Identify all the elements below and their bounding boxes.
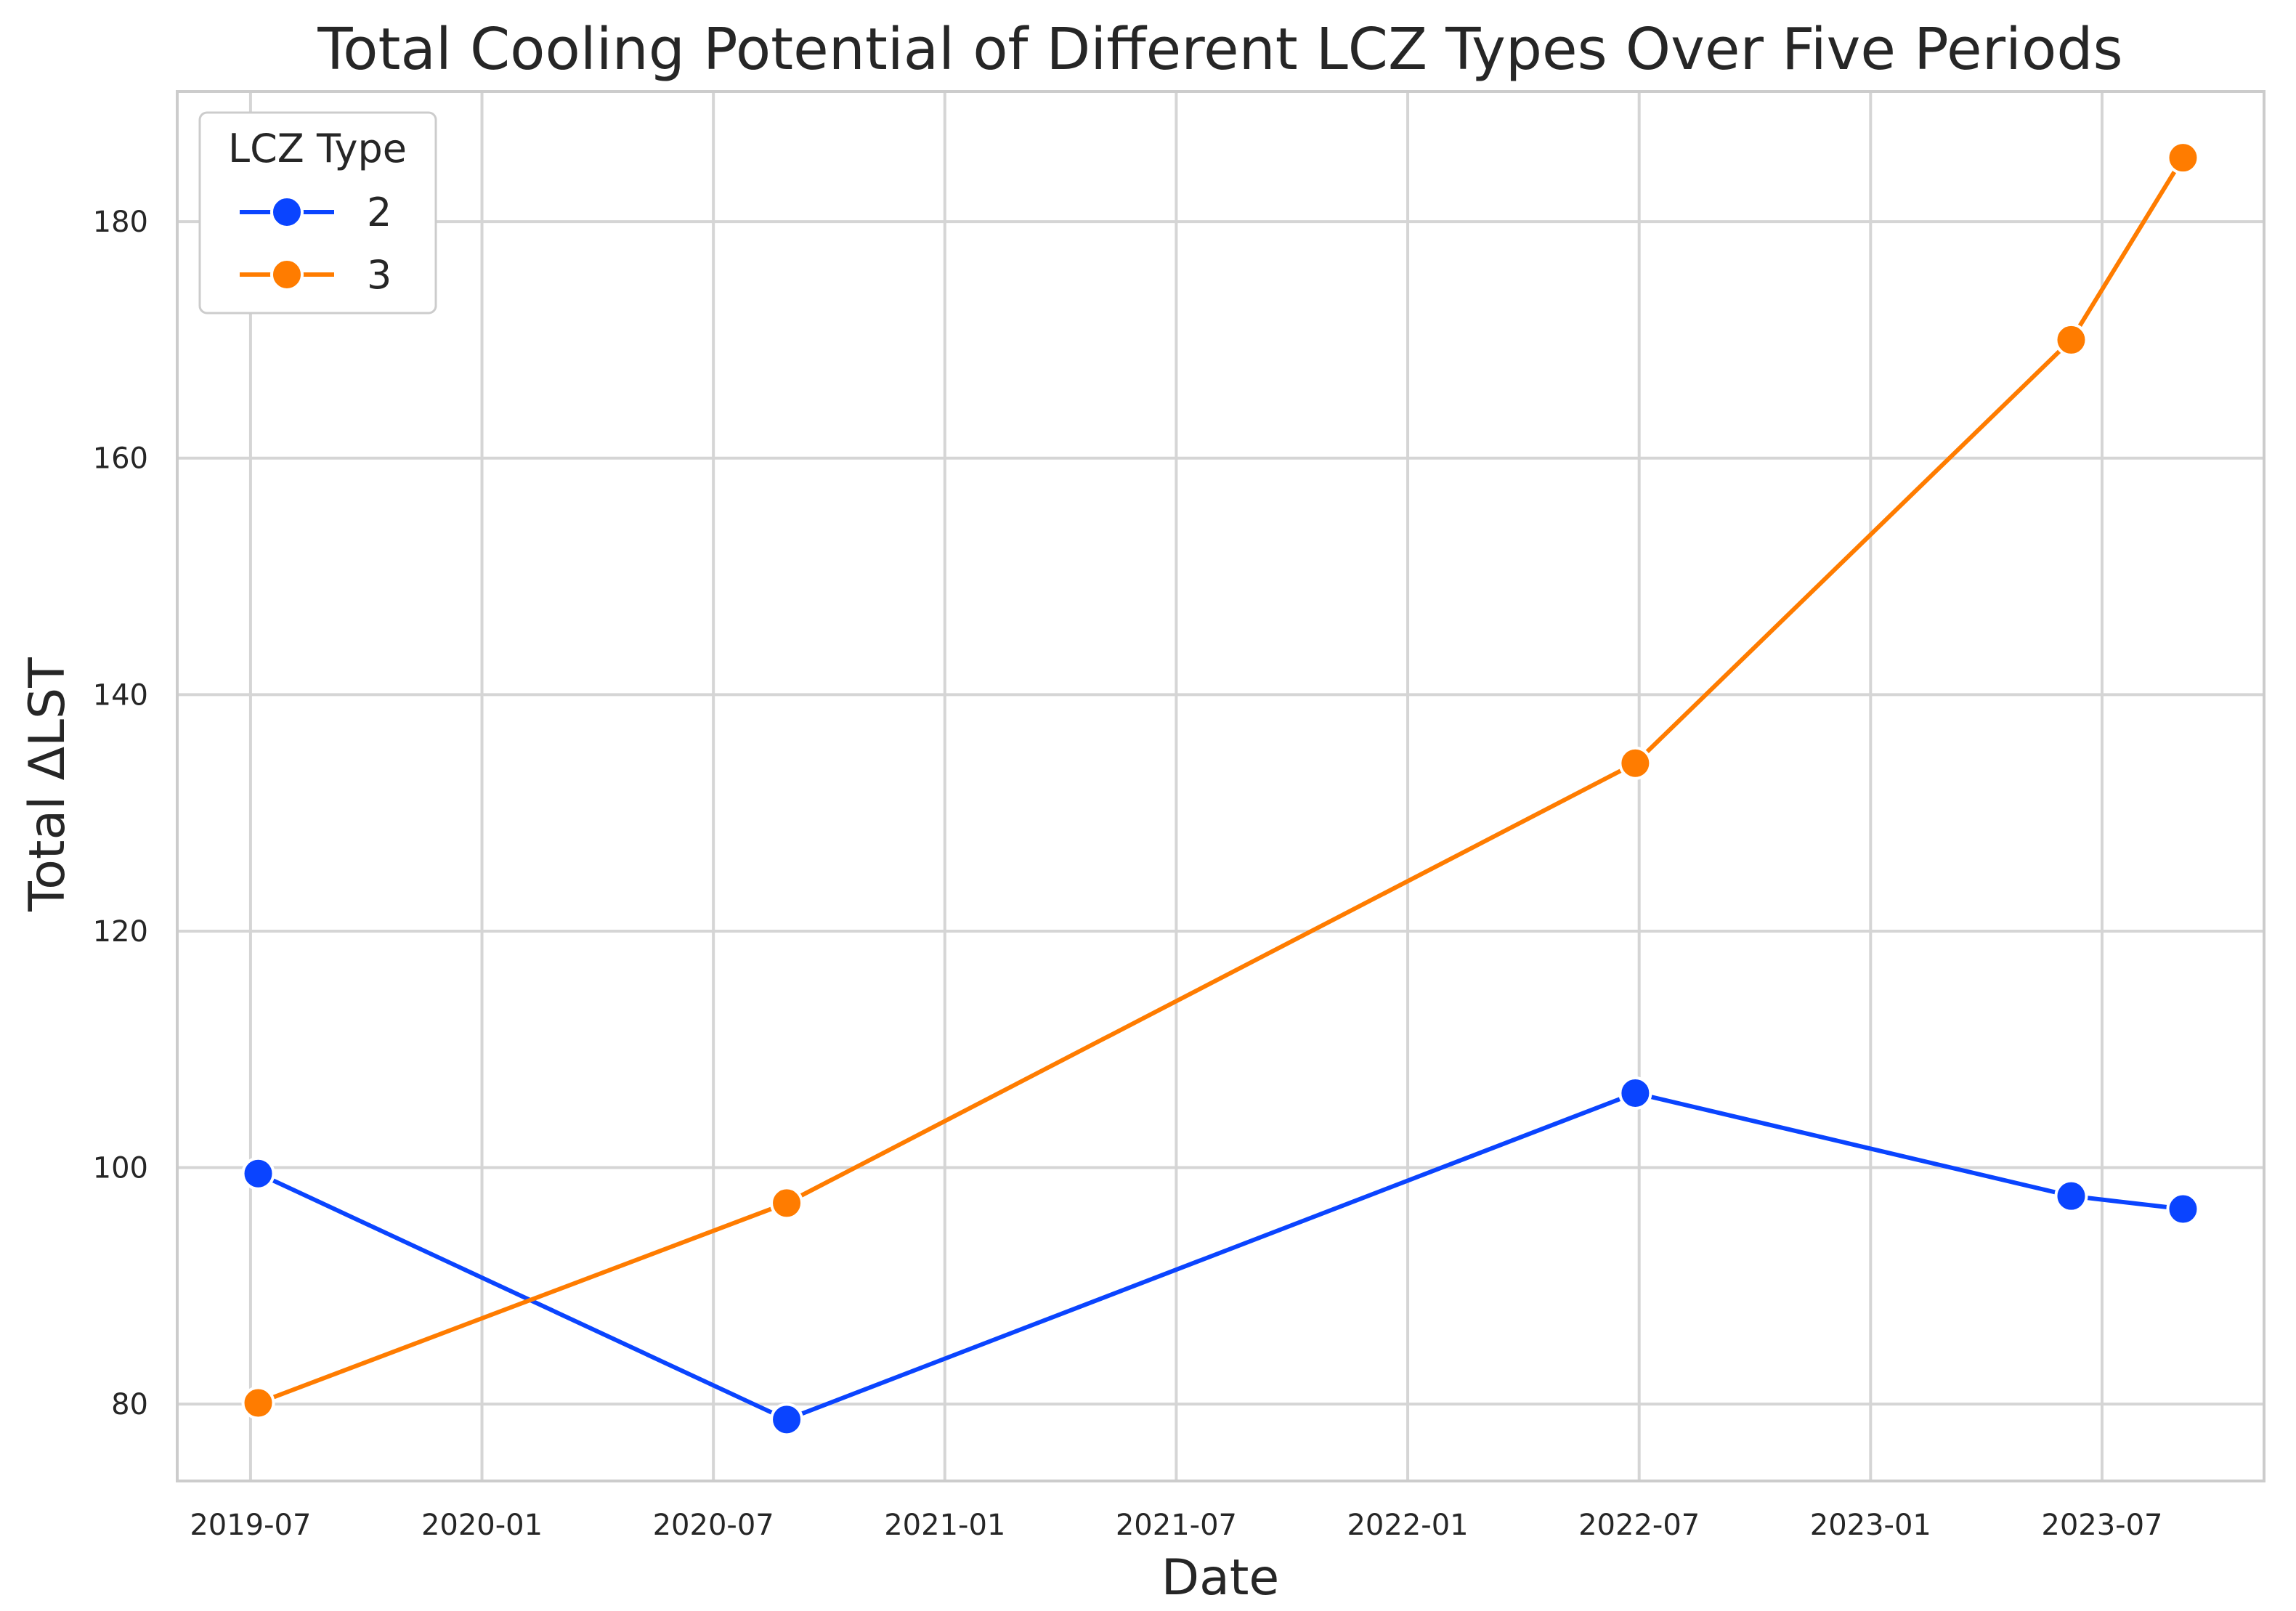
data-point-3 (770, 1186, 804, 1220)
x-tick-label: 2019-07 (190, 1509, 311, 1542)
y-tick-labels: 80 100 120 140 160 180 (93, 206, 148, 1421)
x-tick-labels: 2019-07 2020-01 2020-07 2021-01 2021-07 2022-… (190, 1509, 2162, 1542)
series-2 (241, 1076, 2200, 1437)
legend: LCZ Type 23 (198, 111, 437, 315)
legend-label-3: 3 (367, 252, 392, 298)
data-point-3 (1618, 746, 1652, 780)
x-tick-label: 2021-07 (1116, 1509, 1237, 1542)
x-tick-label: 2023-01 (1810, 1509, 1931, 1542)
legend-item-3: 3 (240, 252, 392, 298)
y-tick-label: 160 (93, 442, 148, 476)
x-tick-label: 2020-01 (421, 1509, 543, 1542)
legend-title: LCZ Type (228, 126, 407, 171)
series-layer (241, 141, 2200, 1437)
data-point-2 (2054, 1179, 2088, 1213)
x-tick-label: 2020-07 (653, 1509, 774, 1542)
data-point-2 (2166, 1192, 2200, 1226)
y-tick-label: 140 (93, 678, 148, 712)
x-tick-label: 2023-07 (2041, 1509, 2162, 1542)
legend-marker-2 (270, 195, 304, 229)
y-axis-label: Total ΔLST (19, 657, 76, 912)
data-point-2 (770, 1403, 804, 1437)
data-point-2 (1618, 1076, 1652, 1110)
data-point-3 (2054, 322, 2088, 357)
legend-label-2: 2 (367, 190, 392, 235)
plot-frame (176, 90, 2265, 1482)
x-tick-label: 2022-07 (1578, 1509, 1700, 1542)
y-tick-label: 80 (111, 1388, 148, 1421)
legend-item-2: 2 (240, 190, 392, 235)
y-tick-label: 180 (93, 206, 148, 239)
grid-layer (177, 92, 2264, 1481)
y-tick-label: 120 (93, 915, 148, 949)
data-point-3 (241, 1386, 275, 1420)
x-tick-label: 2022-01 (1347, 1509, 1468, 1542)
x-tick-label: 2021-01 (884, 1509, 1005, 1542)
data-point-2 (241, 1156, 275, 1190)
data-point-3 (2166, 141, 2200, 175)
y-tick-label: 100 (93, 1152, 148, 1185)
series-3 (241, 141, 2200, 1420)
x-axis-label: Date (1161, 1549, 1280, 1607)
legend-items: 23 (240, 190, 392, 298)
legend-marker-3 (270, 258, 304, 291)
chart-title: Total Cooling Potential of Different LCZ… (317, 16, 2122, 83)
